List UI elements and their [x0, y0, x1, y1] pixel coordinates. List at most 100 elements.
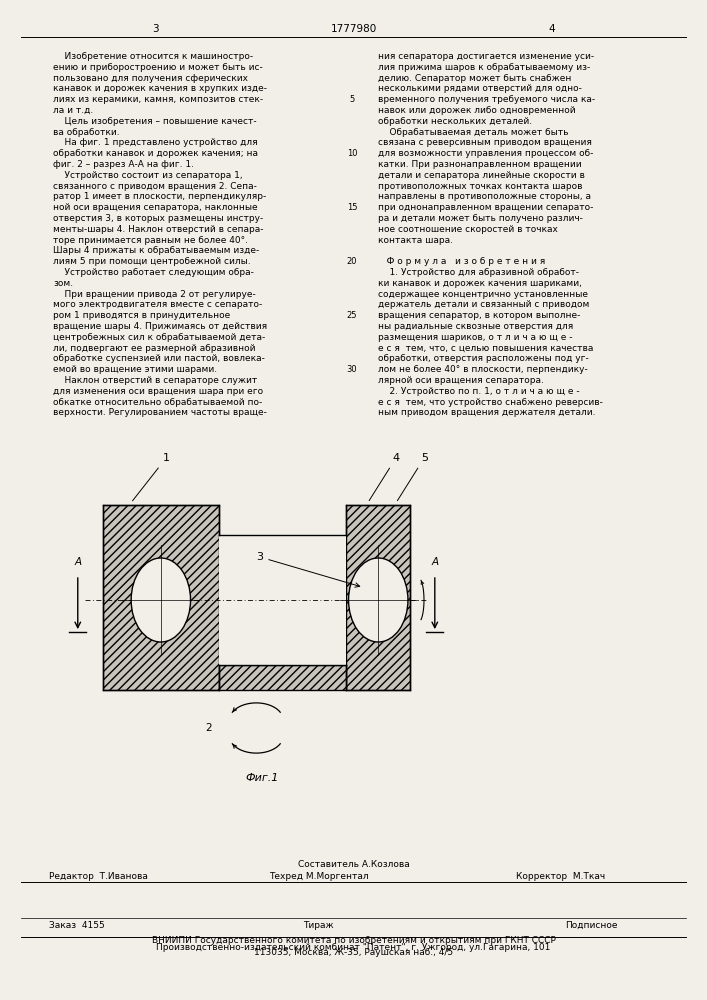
Text: временного получения требуемого числа ка-: временного получения требуемого числа ка…	[378, 95, 595, 104]
Text: 15: 15	[347, 203, 357, 212]
Text: ны радиальные сквозные отверстия для: ны радиальные сквозные отверстия для	[378, 322, 573, 331]
Text: Составитель А.Козлова: Составитель А.Козлова	[298, 860, 409, 869]
Text: 30: 30	[346, 365, 358, 374]
Text: содержащее концентрично установленные: содержащее концентрично установленные	[378, 290, 588, 299]
Text: для возможности управления процессом об-: для возможности управления процессом об-	[378, 149, 594, 158]
Text: Обрабатываемая деталь может быть: Обрабатываемая деталь может быть	[378, 128, 568, 137]
Text: обработки, отверстия расположены под уг-: обработки, отверстия расположены под уг-	[378, 354, 589, 363]
Text: Устройство работает следующим обра-: Устройство работает следующим обра-	[53, 268, 254, 277]
Text: делию. Сепаратор может быть снабжен: делию. Сепаратор может быть снабжен	[378, 74, 572, 83]
Text: ным приводом вращения держателя детали.: ным приводом вращения держателя детали.	[378, 408, 596, 417]
Text: обработки канавок и дорожек качения; на: обработки канавок и дорожек качения; на	[53, 149, 258, 158]
Text: лиям 5 при помощи центробежной силы.: лиям 5 при помощи центробежной силы.	[53, 257, 251, 266]
Text: Наклон отверстий в сепараторе служит: Наклон отверстий в сепараторе служит	[53, 376, 257, 385]
Text: 2: 2	[205, 723, 212, 733]
Text: ра и детали может быть получено различ-: ра и детали может быть получено различ-	[378, 214, 583, 223]
Text: мого электродвигателя вместе с сепарато-: мого электродвигателя вместе с сепарато-	[53, 300, 262, 309]
Text: менты-шары 4. Наклон отверстий в сепара-: менты-шары 4. Наклон отверстий в сепара-	[53, 225, 264, 234]
Text: катки. При разнонаправленном вращении: катки. При разнонаправленном вращении	[378, 160, 582, 169]
Text: Изобретение относится к машиностро-: Изобретение относится к машиностро-	[53, 52, 253, 61]
Text: При вращении привода 2 от регулируе-: При вращении привода 2 от регулируе-	[53, 290, 256, 299]
Text: 5: 5	[397, 453, 428, 501]
Text: отверстия 3, в которых размещены инстру-: отверстия 3, в которых размещены инстру-	[53, 214, 263, 223]
Text: центробежных сил к обрабатываемой дета-: центробежных сил к обрабатываемой дета-	[53, 333, 265, 342]
Text: лярной оси вращения сепаратора.: лярной оси вращения сепаратора.	[378, 376, 544, 385]
Text: 2. Устройство по п. 1, о т л и ч а ю щ е -: 2. Устройство по п. 1, о т л и ч а ю щ е…	[378, 387, 580, 396]
Text: Устройство состоит из сепаратора 1,: Устройство состоит из сепаратора 1,	[53, 171, 243, 180]
Text: вращения сепаратор, в котором выполне-: вращения сепаратор, в котором выполне-	[378, 311, 580, 320]
Text: 113035, Москва, Ж-35, Раушская наб., 4/5: 113035, Москва, Ж-35, Раушская наб., 4/5	[254, 948, 453, 957]
Text: е с я  тем, что, с целью повышения качества: е с я тем, что, с целью повышения качест…	[378, 344, 594, 353]
Text: обработке суспензией или пастой, вовлека-: обработке суспензией или пастой, вовлека…	[53, 354, 265, 363]
Text: лия прижима шаров к обрабатываемому из-: лия прижима шаров к обрабатываемому из-	[378, 63, 590, 72]
Text: 5: 5	[349, 95, 355, 104]
Text: связанного с приводом вращения 2. Сепа-: связанного с приводом вращения 2. Сепа-	[53, 182, 257, 191]
Text: размещения шариков, о т л и ч а ю щ е -: размещения шариков, о т л и ч а ю щ е -	[378, 333, 573, 342]
Text: A: A	[74, 557, 81, 567]
Bar	[103, 505, 219, 690]
Text: Редактор  Т.Иванова: Редактор Т.Иванова	[49, 872, 148, 881]
Text: На фиг. 1 представлено устройство для: На фиг. 1 представлено устройство для	[53, 138, 257, 147]
Text: 3: 3	[152, 24, 159, 34]
Text: A: A	[431, 557, 438, 567]
Text: обкатке относительно обрабатываемой по-: обкатке относительно обрабатываемой по-	[53, 398, 262, 407]
Text: верхности. Регулированием частоты враще-: верхности. Регулированием частоты враще-	[53, 408, 267, 417]
Text: для изменения оси вращения шара при его: для изменения оси вращения шара при его	[53, 387, 263, 396]
Text: ВНИИПИ Государственного комитета по изобретениям и открытиям при ГКНТ СССР: ВНИИПИ Государственного комитета по изоб…	[151, 936, 556, 945]
Text: пользовано для получения сферических: пользовано для получения сферических	[53, 74, 248, 83]
Text: зом.: зом.	[53, 279, 73, 288]
Text: ла и т.д.: ла и т.д.	[53, 106, 93, 115]
Text: Заказ  4155: Заказ 4155	[49, 921, 105, 930]
Text: ной оси вращения сепаратора, наклонные: ной оси вращения сепаратора, наклонные	[53, 203, 257, 212]
Text: ратор 1 имеет в плоскости, перпендикуляр-: ратор 1 имеет в плоскости, перпендикуляр…	[53, 192, 267, 201]
Circle shape	[349, 558, 408, 642]
Text: 1. Устройство для абразивной обработ-: 1. Устройство для абразивной обработ-	[378, 268, 579, 277]
Text: 3: 3	[257, 552, 360, 587]
Text: вращение шары 4. Прижимаясь от действия: вращение шары 4. Прижимаясь от действия	[53, 322, 267, 331]
Text: ению и приборостроению и может быть ис-: ению и приборостроению и может быть ис-	[53, 63, 263, 72]
Text: навок или дорожек либо одновременной: навок или дорожек либо одновременной	[378, 106, 576, 115]
Text: противоположных точках контакта шаров: противоположных точках контакта шаров	[378, 182, 583, 191]
Text: 4: 4	[548, 24, 555, 34]
Text: ки канавок и дорожек качения шариками,: ки канавок и дорожек качения шариками,	[378, 279, 582, 288]
Text: детали и сепаратора линейные скорости в: детали и сепаратора линейные скорости в	[378, 171, 585, 180]
Text: емой во вращение этими шарами.: емой во вращение этими шарами.	[53, 365, 217, 374]
Text: контакта шара.: контакта шара.	[378, 236, 453, 245]
Text: Подписное: Подписное	[566, 921, 618, 930]
Text: канавок и дорожек качения в хрупких изде-: канавок и дорожек качения в хрупких изде…	[53, 84, 267, 93]
Text: ва обработки.: ва обработки.	[53, 128, 119, 137]
Text: Ф о р м у л а   и з о б р е т е н и я: Ф о р м у л а и з о б р е т е н и я	[378, 257, 546, 266]
Text: Шары 4 прижаты к обрабатываемым изде-: Шары 4 прижаты к обрабатываемым изде-	[53, 246, 259, 255]
Bar	[219, 535, 346, 665]
Text: 10: 10	[347, 149, 357, 158]
Text: е с я  тем, что устройство снабжено реверсив-: е с я тем, что устройство снабжено ревер…	[378, 398, 603, 407]
Text: фиг. 2 – разрез А-А на фиг. 1.: фиг. 2 – разрез А-А на фиг. 1.	[53, 160, 194, 169]
Text: обработки нескольких деталей.: обработки нескольких деталей.	[378, 117, 532, 126]
Text: лиях из керамики, камня, композитов стек-: лиях из керамики, камня, композитов стек…	[53, 95, 263, 104]
Text: при однонаправленном вращении сепарато-: при однонаправленном вращении сепарато-	[378, 203, 594, 212]
Bar	[346, 505, 410, 690]
Text: держатель детали и связанный с приводом: держатель детали и связанный с приводом	[378, 300, 590, 309]
Text: несколькими рядами отверстий для одно-: несколькими рядами отверстий для одно-	[378, 84, 582, 93]
Text: Производственно-издательский комбинат "Патент", г. Ужгород, ул.Гагарина, 101: Производственно-издательский комбинат "П…	[156, 943, 551, 952]
Text: связана с реверсивным приводом вращения: связана с реверсивным приводом вращения	[378, 138, 592, 147]
Text: 25: 25	[347, 311, 357, 320]
Text: 4: 4	[369, 453, 399, 501]
Text: ния сепаратора достигается изменение уси-: ния сепаратора достигается изменение уси…	[378, 52, 595, 61]
Text: торе принимается равным не более 40°.: торе принимается равным не более 40°.	[53, 236, 248, 245]
Text: Фиг.1: Фиг.1	[245, 773, 279, 783]
Text: 1: 1	[132, 453, 170, 501]
Text: Техред М.Моргентал: Техред М.Моргентал	[269, 872, 368, 881]
Text: 1777980: 1777980	[330, 24, 377, 34]
Text: Тираж: Тираж	[303, 921, 334, 930]
Bar	[219, 665, 346, 690]
Text: Корректор  М.Ткач: Корректор М.Ткач	[516, 872, 605, 881]
Text: направлены в противоположные стороны, а: направлены в противоположные стороны, а	[378, 192, 591, 201]
Text: ром 1 приводятся в принудительное: ром 1 приводятся в принудительное	[53, 311, 230, 320]
Text: Цель изобретения – повышение качест-: Цель изобретения – повышение качест-	[53, 117, 257, 126]
Text: 20: 20	[347, 257, 357, 266]
Text: ное соотношение скоростей в точках: ное соотношение скоростей в точках	[378, 225, 558, 234]
Circle shape	[131, 558, 191, 642]
Text: ли, подвергают ее размерной абразивной: ли, подвергают ее размерной абразивной	[53, 344, 255, 353]
Text: лом не более 40° в плоскости, перпендику-: лом не более 40° в плоскости, перпендику…	[378, 365, 588, 374]
